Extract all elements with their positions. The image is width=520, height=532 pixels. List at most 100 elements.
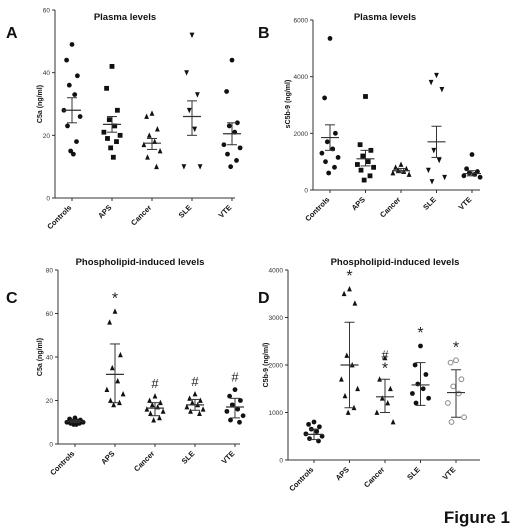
category-label: Controls bbox=[287, 465, 315, 493]
data-point bbox=[117, 132, 123, 138]
data-point bbox=[192, 390, 198, 397]
data-point bbox=[70, 151, 76, 157]
group-sle: SLE # bbox=[180, 374, 206, 466]
category-label: Cancer bbox=[378, 195, 402, 219]
data-point bbox=[144, 406, 150, 412]
y-axis-label: C5a (ng/ml) bbox=[37, 338, 44, 376]
y-axis-label: sC5b-9 (ng/ml) bbox=[285, 80, 292, 129]
data-point bbox=[69, 42, 75, 47]
data-point bbox=[106, 117, 112, 123]
data-point bbox=[341, 290, 347, 297]
y-tick-label: 20 bbox=[46, 398, 54, 405]
significance-marker: * bbox=[417, 325, 423, 342]
data-point bbox=[347, 286, 352, 292]
data-point bbox=[404, 165, 409, 172]
data-point bbox=[355, 385, 360, 392]
data-point bbox=[415, 381, 421, 387]
data-point bbox=[450, 383, 457, 390]
data-point bbox=[118, 351, 123, 358]
data-point bbox=[73, 422, 79, 427]
group-vte: VTE # bbox=[220, 370, 246, 466]
data-point bbox=[442, 174, 447, 181]
data-point bbox=[240, 413, 246, 419]
group-cancer: Cancer # bbox=[132, 376, 166, 473]
data-point bbox=[333, 130, 338, 136]
panel-a: A Plasma levels 0 20 40 60 C5a (ng/ml) Controls… bbox=[6, 8, 243, 231]
data-point bbox=[225, 151, 230, 157]
data-point bbox=[229, 57, 235, 63]
data-point bbox=[72, 92, 78, 97]
data-point bbox=[344, 352, 350, 358]
data-point bbox=[160, 408, 166, 414]
panel-title: Plasma levels bbox=[94, 12, 156, 23]
data-point bbox=[314, 429, 320, 434]
y-tick-label: 0 bbox=[46, 196, 50, 203]
category-label: APS bbox=[99, 449, 116, 466]
data-point bbox=[187, 395, 192, 401]
data-point bbox=[406, 171, 412, 177]
data-point bbox=[439, 87, 445, 93]
data-point bbox=[147, 397, 152, 403]
data-point bbox=[234, 158, 239, 163]
category-label: SLE bbox=[177, 203, 194, 220]
data-point bbox=[453, 357, 459, 364]
data-point bbox=[413, 400, 419, 406]
group-controls: Controls bbox=[45, 42, 83, 231]
data-point bbox=[120, 390, 126, 397]
data-point bbox=[200, 406, 206, 412]
panel-letter: D bbox=[258, 290, 270, 307]
data-point bbox=[436, 157, 442, 164]
y-tick-label: 60 bbox=[43, 8, 51, 15]
data-point bbox=[390, 419, 396, 425]
data-point bbox=[448, 419, 455, 425]
data-point bbox=[228, 164, 234, 170]
group-vte: VTE bbox=[457, 152, 483, 212]
data-point bbox=[155, 126, 160, 132]
data-point bbox=[184, 70, 189, 76]
data-point bbox=[149, 401, 155, 408]
figure-label: Figure 1 bbox=[443, 508, 510, 527]
data-point bbox=[232, 387, 238, 393]
data-point bbox=[101, 129, 107, 135]
data-point bbox=[426, 167, 431, 174]
data-point bbox=[458, 376, 465, 383]
y-tick-label: 2000 bbox=[294, 131, 309, 138]
category-label: APS bbox=[96, 203, 113, 220]
data-point bbox=[189, 32, 195, 39]
data-point bbox=[158, 399, 163, 406]
group-vte: VTE bbox=[217, 57, 243, 220]
data-point bbox=[105, 136, 110, 141]
y-tick-label: 1000 bbox=[269, 410, 284, 417]
data-point bbox=[189, 399, 195, 406]
data-point bbox=[235, 406, 241, 412]
data-point bbox=[461, 173, 467, 179]
data-point bbox=[363, 94, 368, 99]
data-point bbox=[104, 386, 110, 393]
data-point bbox=[111, 401, 117, 408]
category-label: VTE bbox=[457, 195, 474, 212]
data-point bbox=[319, 433, 325, 439]
data-point bbox=[238, 398, 243, 403]
category-label: Cancer bbox=[132, 449, 156, 473]
data-point bbox=[108, 145, 114, 151]
y-tick-label: 80 bbox=[46, 268, 54, 275]
data-point bbox=[374, 409, 380, 415]
data-point bbox=[332, 164, 337, 170]
data-point bbox=[188, 408, 193, 414]
data-point bbox=[317, 424, 322, 430]
category-label: APS bbox=[334, 465, 351, 482]
data-point bbox=[75, 73, 80, 79]
data-point bbox=[307, 436, 312, 442]
significance-marker: * bbox=[112, 290, 118, 307]
data-point bbox=[186, 107, 192, 114]
significance-marker: * bbox=[382, 360, 388, 377]
category-label: SLE bbox=[421, 195, 438, 212]
data-point bbox=[107, 319, 112, 325]
data-point bbox=[235, 120, 240, 126]
data-point bbox=[423, 372, 429, 377]
data-point bbox=[237, 419, 242, 425]
data-point bbox=[368, 147, 374, 153]
group-sle: SLE * bbox=[405, 325, 431, 482]
y-tick-label: 6000 bbox=[294, 18, 309, 25]
